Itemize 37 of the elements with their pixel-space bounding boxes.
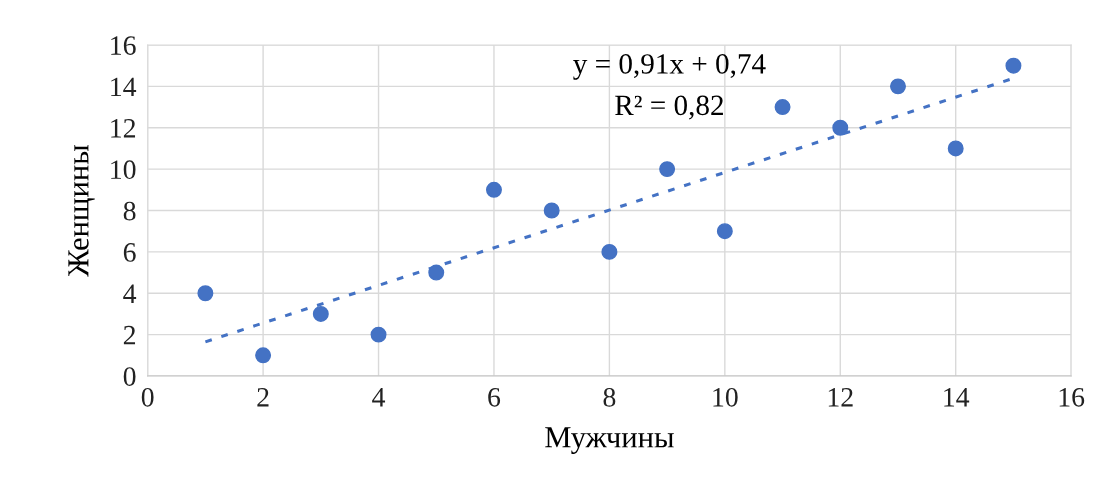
x-tick-label: 14 [944,388,970,407]
point [659,161,676,178]
point [370,326,387,343]
point [1005,57,1022,74]
x-tick-label: 6 [488,387,501,407]
y-tick-label: 8 [123,201,136,221]
y-axis-title: Женщины [68,144,95,277]
annotation: y = 0,91x + 0,74 [573,54,766,80]
y-tick-label: 10 [111,160,136,180]
point [716,223,733,240]
y-tick-label: 2 [123,325,136,345]
point [428,264,445,281]
point [890,78,906,95]
x-tick-label: 2 [257,387,269,407]
x-tick-label: 4 [372,388,386,407]
y-tick-label: 6 [123,243,136,262]
point [947,140,964,157]
x-tick-label: 12 [828,387,853,407]
annotation: R² = 0,82 [615,95,723,120]
y-tick-label: 0 [123,367,136,386]
point [543,202,560,219]
point [832,119,849,136]
y-tick-label: 16 [111,36,136,55]
y-tick-label: 4 [123,284,137,303]
x-tick-label: 0 [141,387,154,407]
point [485,181,502,198]
point [601,243,618,260]
x-axis-title: Мужчины [545,427,674,454]
y-tick-label: 14 [111,77,137,97]
x-tick-label: 8 [603,387,616,407]
x-tick-label: 16 [1059,387,1085,407]
point [255,347,272,364]
point [312,305,329,322]
point [197,285,214,302]
y-tick-label: 12 [111,118,136,138]
x-tick-label: 10 [713,387,738,407]
point [774,99,791,116]
